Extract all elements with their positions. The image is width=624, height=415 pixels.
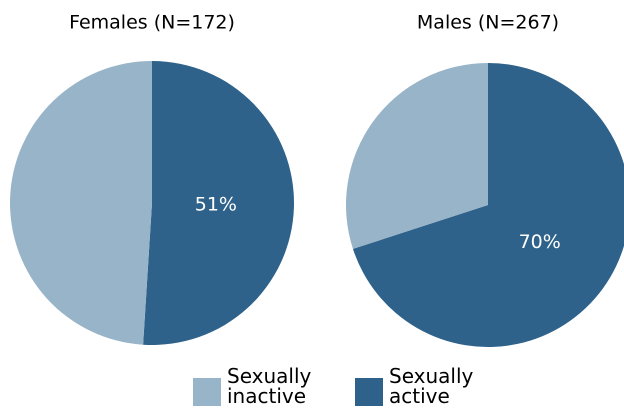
legend-label: Sexually active [389, 364, 474, 408]
legend-swatch [355, 378, 383, 406]
data-label: 70% [519, 231, 561, 253]
legend-label: Sexually inactive [227, 364, 312, 408]
legend-item: Sexually active [355, 366, 484, 406]
chart-title: Males (N=267) [417, 12, 559, 34]
data-label: 51% [195, 194, 237, 216]
legend-item: Sexually inactive [193, 366, 322, 406]
pie-slice [346, 63, 488, 249]
pie-slice [10, 61, 153, 345]
chart-title: Females (N=172) [69, 12, 235, 34]
legend-swatch [193, 378, 221, 406]
pie-slice [352, 63, 624, 347]
pie-slice [143, 61, 295, 345]
